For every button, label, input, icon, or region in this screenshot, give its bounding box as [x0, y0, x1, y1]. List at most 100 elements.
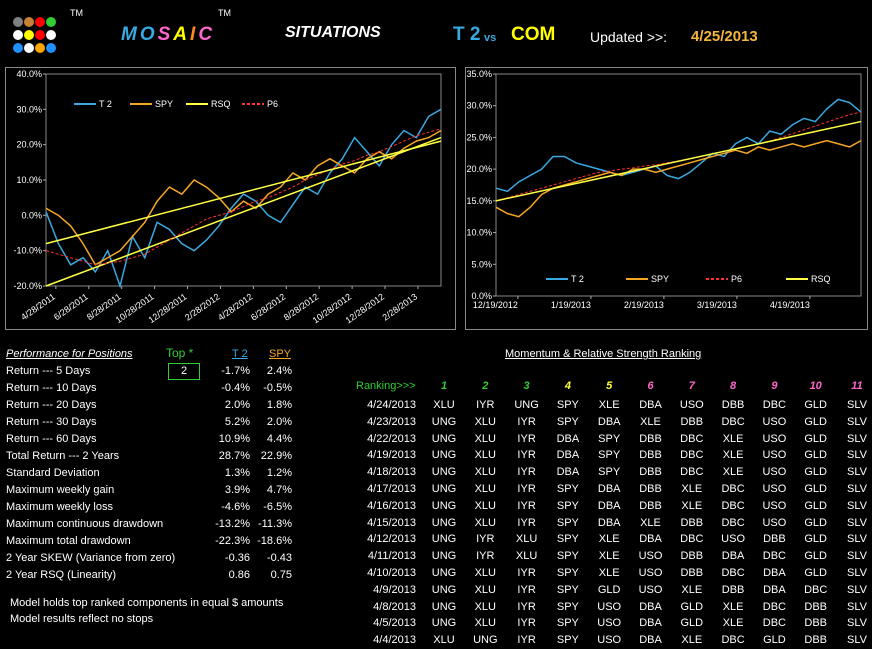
legend-label: T 2	[571, 274, 584, 284]
ranking-date: 4/10/2013	[367, 567, 416, 579]
metric-label: Maximum weekly loss	[6, 501, 113, 513]
ranking-ticker: USO	[762, 466, 787, 479]
brand-letter: S	[157, 24, 174, 45]
two-year-chart: 40.0% 30.0% 20.0% 10.0% 0.0% -10.0% -20.0% 4/28…	[5, 67, 456, 330]
ranking-ticker: XLU	[433, 634, 455, 647]
rank-column-header: 8	[730, 380, 737, 392]
updated-label: Updated >>:	[590, 29, 668, 45]
ranking-ticker: XLE	[681, 499, 703, 512]
series-line	[495, 111, 862, 202]
ranking-ticker: SLV	[847, 449, 867, 462]
ranking-ticker: IYR	[517, 567, 536, 579]
ranking-ticker: DBA	[763, 567, 786, 579]
ranking-ticker: DBC	[721, 634, 745, 647]
ranking-ticker: XLE	[598, 550, 620, 563]
series-line	[45, 128, 442, 266]
ranking-ticker: SLV	[847, 600, 867, 613]
metric-label: Maximum weekly gain	[6, 484, 115, 496]
ranking-ticker: IYR	[476, 533, 495, 546]
top-count-input[interactable]: 2	[168, 363, 200, 380]
ranking-ticker: XLU	[474, 499, 496, 512]
ranking-ticker: XLU	[474, 516, 496, 529]
ranking-row: 4/23/2013 UNG XLU IYR SPY DBA XLE DBB DBC USO GLD S…	[350, 414, 870, 431]
ranking-ticker: XLE	[598, 533, 620, 546]
ranking-ticker: USO	[638, 583, 663, 596]
ranking-ticker: GLD	[804, 415, 827, 428]
y-tick-label: 0.0%	[21, 210, 42, 220]
y-tick-label: 40.0%	[16, 69, 42, 79]
ranking-ticker: DBC	[721, 499, 745, 512]
ranking-ticker: DBC	[680, 432, 704, 445]
ranking-ticker: UNG	[431, 617, 457, 630]
ranking-ticker: IYR	[517, 617, 536, 630]
rank-column-header: 4	[564, 380, 571, 392]
x-tick-label: 2/28/2012	[183, 291, 222, 322]
ranking-ticker: GLD	[804, 533, 827, 546]
ranking-ticker: GLD	[763, 634, 786, 647]
x-tick-label: 6/28/2011	[52, 291, 90, 322]
ranking-ticker: SPY	[598, 432, 621, 445]
logo-dot	[24, 17, 34, 27]
ranking-ticker: XLU	[433, 399, 455, 411]
ranking-ticker: XLU	[474, 600, 496, 613]
ranking-ticker: DBC	[721, 516, 745, 529]
ranking-ticker: XLU	[474, 415, 496, 428]
y-tick-label: 5.0%	[471, 259, 492, 269]
y-tick-label: 20.0%	[466, 164, 492, 174]
ranking-ticker: UNG	[431, 533, 457, 546]
series-line	[45, 129, 442, 266]
ranking-ticker: DBA	[597, 499, 621, 512]
performance-row: Return --- 5 Days -1.7% 2.4%	[6, 363, 296, 380]
ranking-ticker: GLD	[804, 432, 827, 445]
metric-spy-value: -18.6%	[257, 535, 292, 547]
ranking-row: 4/4/2013 XLU UNG IYR SPY USO DBA XLE DBC GLD DBB SL…	[350, 632, 870, 649]
ranking-ticker: XLE	[722, 600, 744, 613]
ranking-ticker: SLV	[847, 432, 867, 445]
performance-row: Maximum continuous drawdown -13.2% -11.3%	[6, 516, 296, 533]
legend-label: RSQ	[811, 274, 831, 284]
x-tick-label: 12/19/2012	[473, 300, 518, 310]
performance-row: 2 Year SKEW (Variance from zero) -0.36 -0.…	[6, 550, 296, 567]
ranking-ticker: IYR	[476, 550, 495, 563]
ranking-ticker: XLE	[598, 399, 620, 411]
ranking-ticker: DBB	[639, 483, 662, 495]
ranking-ticker: UNG	[431, 415, 457, 428]
two-year-chart-svg: 40.0%30.0%20.0%10.0%0.0%-10.0%-20.0%4/28…	[13, 69, 442, 325]
ranking-ticker: XLE	[640, 516, 661, 529]
ranking-ticker: XLU	[474, 432, 496, 445]
logo-dot	[46, 30, 56, 40]
metric-label: 2 Year SKEW (Variance from zero)	[6, 552, 176, 564]
ranking-ticker: IYR	[517, 499, 536, 512]
ranking-ticker: USO	[597, 600, 622, 613]
ranking-ticker: XLU	[474, 449, 496, 462]
versus-label: vs	[484, 32, 497, 44]
ranking-ticker: GLD	[804, 449, 827, 462]
ranking-ticker: DBA	[639, 533, 662, 546]
ranking-ticker: SPY	[556, 499, 579, 512]
performance-row: Return --- 10 Days -0.4% -0.5%	[6, 380, 296, 397]
metric-spy-value: -0.5%	[263, 382, 292, 394]
ranking-row: 4/18/2013 UNG XLU IYR DBA SPY DBB DBC XLE USO GLD S…	[350, 464, 870, 481]
logo-dot	[24, 43, 34, 53]
logo-dot	[13, 30, 23, 40]
metric-label: Standard Deviation	[6, 467, 100, 479]
ranking-row: 4/16/2013 UNG XLU IYR SPY DBA DBB XLE DBC USO GLD S…	[350, 498, 870, 515]
ranking-ticker: IYR	[517, 583, 536, 596]
logo-dot	[46, 17, 56, 27]
y-tick-label: 0.0%	[471, 291, 492, 301]
rank-column-header: 2	[482, 380, 489, 392]
metric-t2-value: -1.7%	[221, 365, 250, 377]
brand-letter: M	[121, 24, 140, 45]
ranking-ticker: DBA	[639, 617, 662, 630]
legend-label: RSQ	[211, 99, 231, 109]
ranking-ticker: DBC	[762, 617, 786, 630]
ranking-date: 4/19/2013	[367, 449, 416, 462]
ranking-ticker: UNG	[431, 499, 457, 512]
rank-column-header: 1	[440, 380, 448, 392]
ranking-ticker: GLD	[804, 516, 827, 529]
ranking-ticker: DBC	[804, 583, 828, 596]
metric-spy-value: 0.75	[270, 569, 292, 581]
metric-t2-value: 3.9%	[224, 484, 250, 496]
ranking-ticker: SLV	[847, 567, 867, 579]
ranking-ticker: SLV	[847, 516, 867, 529]
